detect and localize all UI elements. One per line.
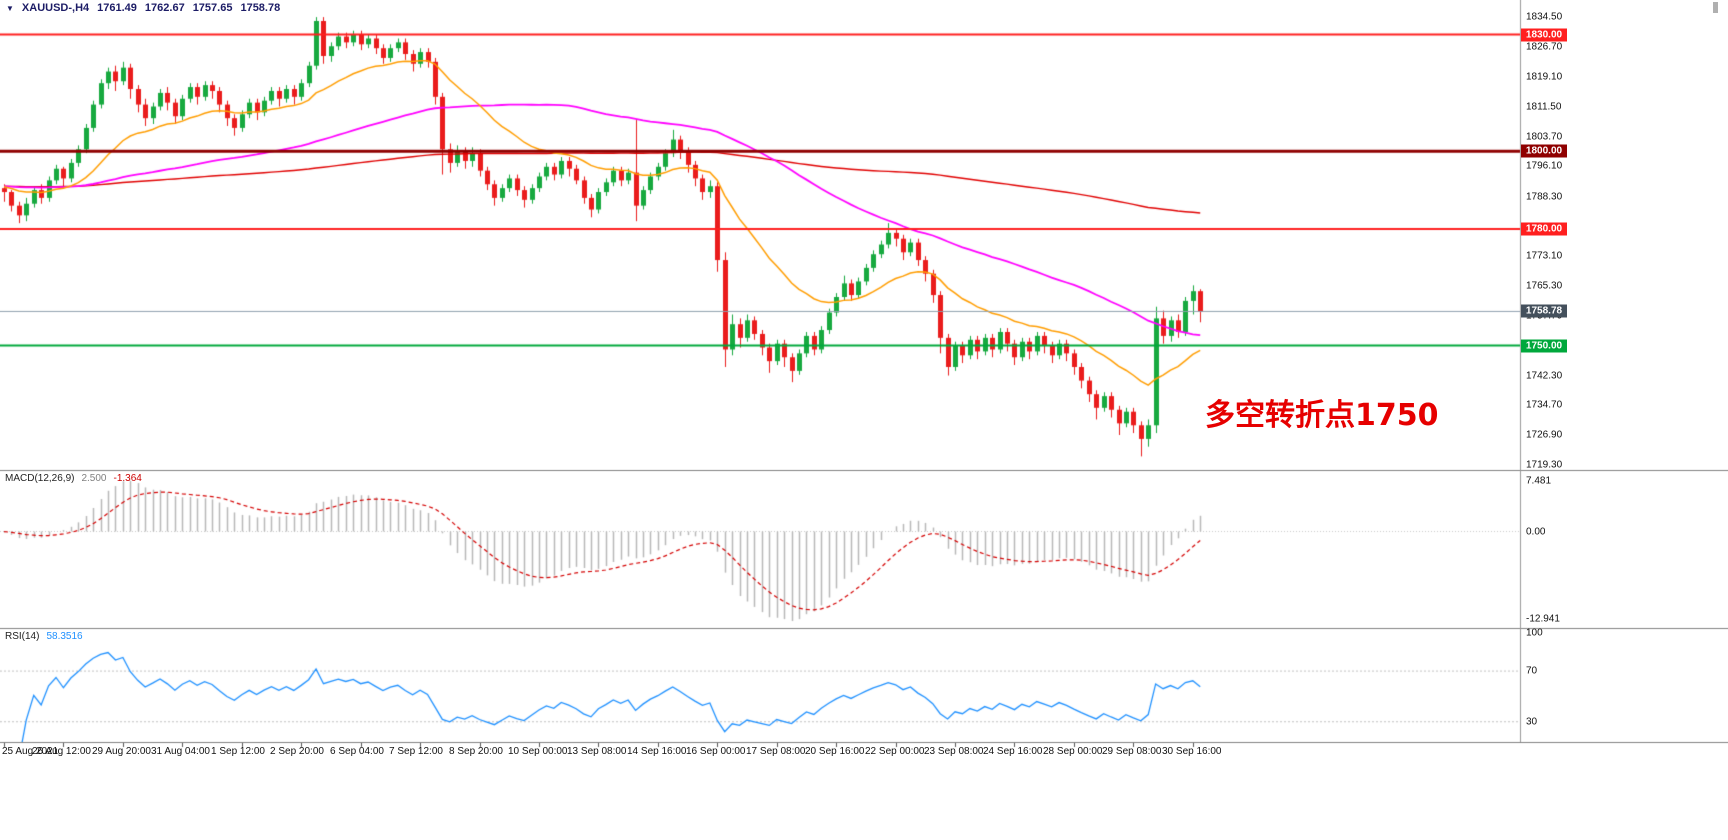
time-axis-label: 2 Sep 20:00 (270, 746, 324, 757)
time-axis-label: 31 Aug 04:00 (151, 746, 210, 757)
macd-signal-value: -1.364 (113, 473, 142, 484)
time-axis-label: 24 Sep 16:00 (983, 746, 1043, 757)
ohlc-open-value: 1761.49 (97, 2, 137, 14)
time-axis-label: 25 Aug 2021 (2, 746, 59, 757)
time-axis-label: 23 Sep 08:00 (924, 746, 984, 757)
price-level-badge: 1830.00 (1521, 28, 1567, 42)
time-axis-label: 10 Sep 00:00 (508, 746, 568, 757)
price-grid-label: 1826.70 (1526, 41, 1563, 53)
rsi-indicator-label: RSI(14) (5, 631, 40, 642)
time-axis-label: 6 Sep 04:00 (330, 746, 384, 757)
macd-indicator-label: MACD(12,26,9) (5, 473, 75, 484)
price-grid-label: 1734.70 (1526, 399, 1563, 411)
time-axis-label: 8 Sep 20:00 (449, 746, 503, 757)
price-grid-label: 1819.10 (1526, 71, 1563, 83)
time-axis-label: 22 Sep 00:00 (865, 746, 925, 757)
ohlc-low-value: 1757.65 (192, 2, 233, 14)
time-axis-label: 7 Sep 12:00 (389, 746, 443, 757)
macd-main-value: 2.500 (81, 473, 107, 484)
rsi-axis-label: 30 (1526, 716, 1538, 728)
rsi-axis-label: 100 (1526, 627, 1543, 639)
time-axis-label: 28 Sep 00:00 (1043, 746, 1103, 757)
time-axis-label: 16 Sep 00:00 (686, 746, 746, 757)
macd-axis-label: 7.481 (1526, 475, 1552, 487)
price-grid-label: 1742.30 (1526, 370, 1563, 382)
ohlc-close-value: 1758.78 (240, 2, 281, 14)
time-axis-label: 1 Sep 12:00 (211, 746, 265, 757)
price-grid-label: 1834.50 (1526, 11, 1563, 23)
ohlc-high-value: 1762.67 (144, 2, 185, 14)
chart-info-bar: ▼ XAUUSD-,H4 1761.49 1762.67 1757.65 175… (6, 2, 280, 14)
time-axis-label: 17 Sep 08:00 (746, 746, 806, 757)
price-grid-label: 1719.30 (1526, 459, 1563, 471)
price-level-badge: 1750.00 (1521, 339, 1567, 353)
price-level-badge: 1780.00 (1521, 222, 1567, 236)
price-grid-label: 1811.50 (1526, 101, 1562, 113)
symbol-timeframe-label: XAUUSD-,H4 (21, 2, 90, 14)
price-grid-label: 1726.90 (1526, 429, 1563, 441)
time-axis-label: 26 Aug 12:00 (32, 746, 91, 757)
macd-axis-label: 0.00 (1526, 526, 1546, 537)
macd-pane-header: MACD(12,26,9) 2.500 -1.364 (5, 473, 142, 484)
macd-axis-label: -12.941 (1526, 613, 1560, 625)
time-axis-label: 20 Sep 16:00 (805, 746, 865, 757)
time-axis-label: 29 Sep 08:00 (1102, 746, 1162, 757)
rsi-value: 58.3516 (46, 631, 83, 642)
rsi-pane-header: RSI(14) 58.3516 (5, 631, 83, 642)
symbol-dropdown-icon[interactable]: ▼ (6, 3, 14, 13)
time-axis-label: 29 Aug 20:00 (92, 746, 151, 757)
price-grid-label: 1788.30 (1526, 191, 1563, 203)
chart-annotation-text: 多空转折点1750 (1205, 398, 1439, 433)
time-axis-label: 30 Sep 16:00 (1162, 746, 1222, 757)
scrollbar-thumb[interactable] (1713, 2, 1718, 13)
time-axis-label: 14 Sep 16:00 (627, 746, 687, 757)
time-axis-label: 13 Sep 08:00 (567, 746, 627, 757)
current-price-badge: 1758.78 (1521, 304, 1567, 318)
price-grid-label: 1773.10 (1526, 250, 1563, 262)
price-grid-label: 1796.10 (1526, 160, 1563, 172)
price-grid-label: 1803.70 (1526, 131, 1563, 143)
price-grid-label: 1765.30 (1526, 280, 1563, 292)
price-level-badge: 1800.00 (1521, 144, 1567, 158)
rsi-axis-label: 70 (1526, 665, 1538, 677)
